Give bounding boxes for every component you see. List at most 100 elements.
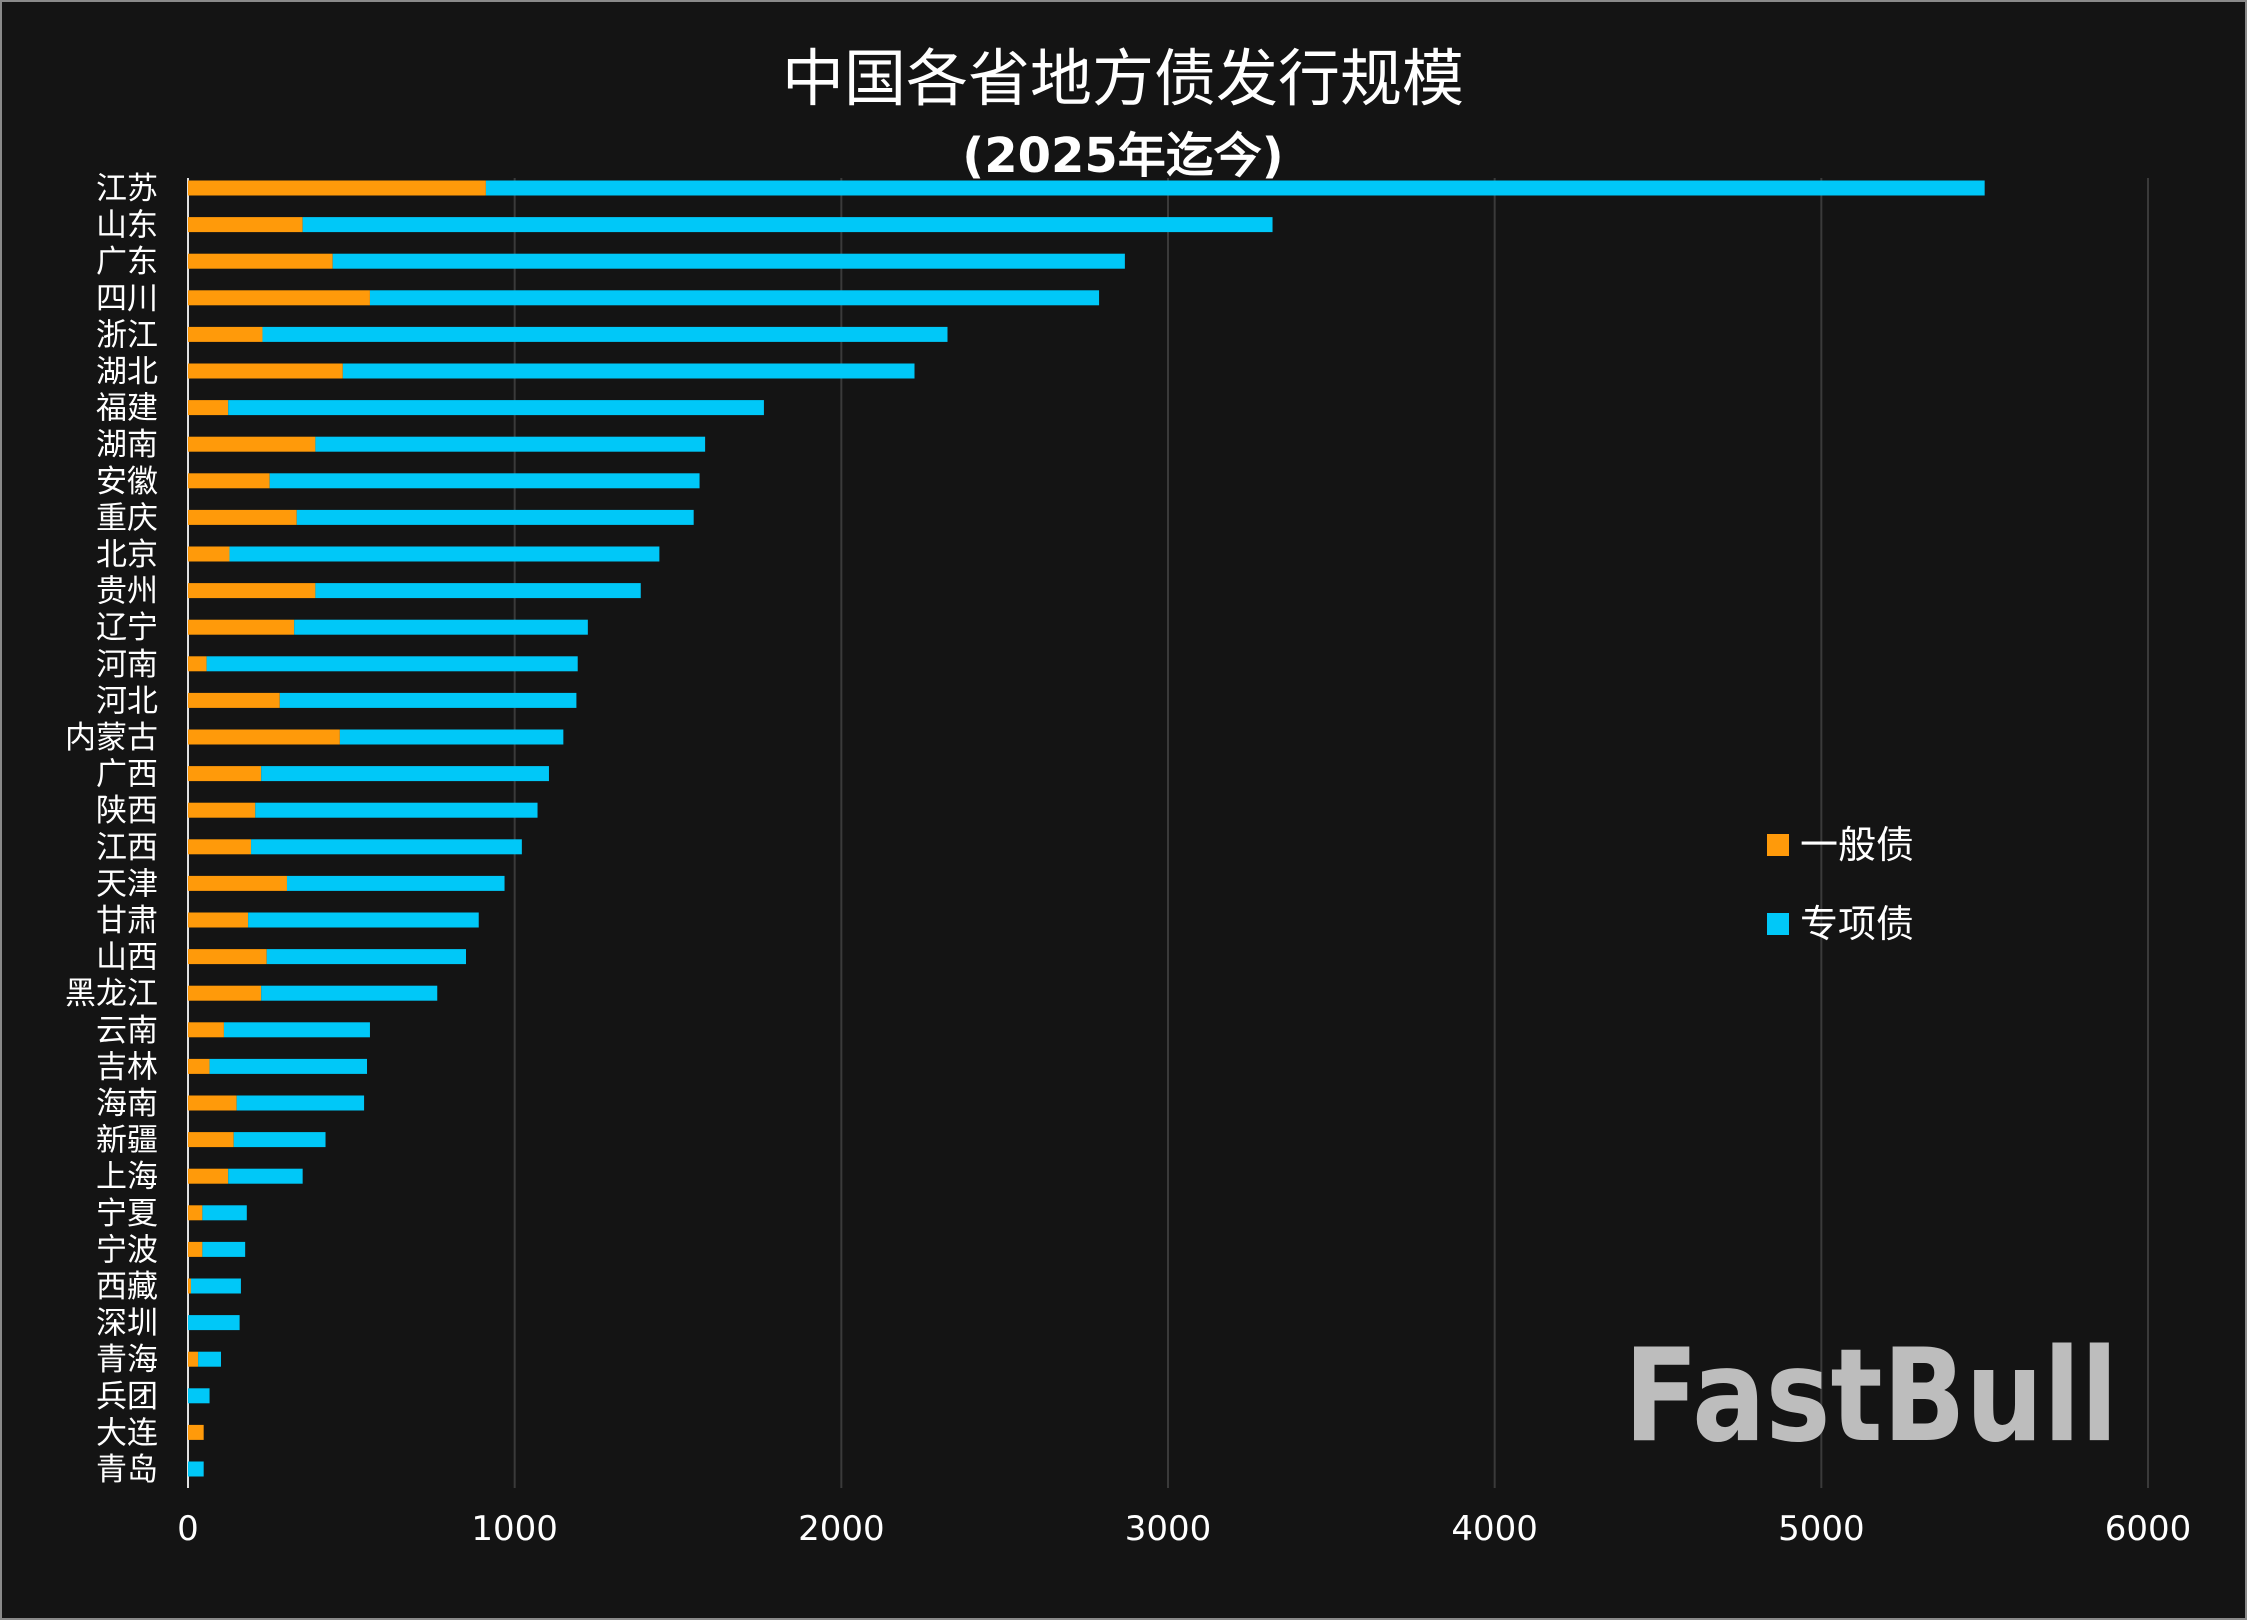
bar-special-21 bbox=[266, 949, 466, 965]
y-category-label: 上海 bbox=[96, 1159, 158, 1195]
bar-general-14 bbox=[188, 692, 280, 708]
y-category-label: 江西 bbox=[96, 830, 158, 866]
bar-general-1 bbox=[188, 217, 303, 233]
y-category-label: 西藏 bbox=[96, 1269, 158, 1305]
bar-general-24 bbox=[188, 1058, 210, 1074]
bar-special-7 bbox=[315, 436, 706, 452]
bar-special-26 bbox=[233, 1132, 326, 1148]
bar-special-0 bbox=[485, 180, 1985, 196]
bar-general-26 bbox=[188, 1132, 234, 1148]
bar-general-16 bbox=[188, 766, 262, 782]
bar-special-35 bbox=[188, 1461, 204, 1477]
y-category-label: 广东 bbox=[96, 244, 158, 280]
y-category-label: 北京 bbox=[96, 537, 158, 573]
y-category-label: 湖北 bbox=[96, 354, 158, 390]
bar-special-30 bbox=[190, 1278, 241, 1294]
y-category-label: 新疆 bbox=[96, 1123, 158, 1159]
y-category-label: 青海 bbox=[96, 1342, 158, 1378]
y-category-label: 黑龙江 bbox=[65, 976, 158, 1012]
bar-special-12 bbox=[294, 619, 588, 635]
bar-special-2 bbox=[332, 253, 1125, 269]
bar-special-6 bbox=[228, 400, 764, 416]
x-tick-label: 4000 bbox=[1451, 1509, 1538, 1549]
bar-special-28 bbox=[202, 1205, 247, 1221]
y-category-label: 浙江 bbox=[96, 317, 158, 353]
bar-general-2 bbox=[188, 253, 333, 269]
bar-general-12 bbox=[188, 619, 295, 635]
y-category-label: 安徽 bbox=[96, 464, 158, 500]
y-category-label: 大连 bbox=[96, 1415, 158, 1451]
bar-general-32 bbox=[188, 1351, 199, 1367]
y-category-label: 宁夏 bbox=[96, 1196, 158, 1232]
bar-general-3 bbox=[188, 290, 370, 306]
bar-special-20 bbox=[248, 912, 479, 928]
bar-general-30 bbox=[188, 1278, 191, 1294]
legend-swatch bbox=[1767, 834, 1789, 856]
y-category-label: 山西 bbox=[96, 940, 158, 976]
y-category-label: 海南 bbox=[96, 1086, 158, 1122]
bar-general-11 bbox=[188, 583, 316, 599]
y-category-label: 山东 bbox=[96, 208, 158, 244]
y-category-label: 湖南 bbox=[96, 427, 158, 463]
bar-general-5 bbox=[188, 363, 343, 379]
chart-title: 中国各省地方债发行规模 bbox=[782, 42, 1464, 115]
bar-general-9 bbox=[188, 509, 297, 525]
bar-general-34 bbox=[188, 1424, 204, 1440]
bar-general-15 bbox=[188, 729, 340, 745]
bar-general-27 bbox=[188, 1168, 229, 1184]
y-category-label: 兵团 bbox=[96, 1379, 158, 1415]
bar-special-18 bbox=[251, 839, 522, 855]
y-category-label: 吉林 bbox=[96, 1049, 158, 1085]
bar-general-4 bbox=[188, 326, 263, 342]
bar-special-31 bbox=[188, 1315, 240, 1331]
bar-general-17 bbox=[188, 802, 256, 818]
x-tick-label: 0 bbox=[177, 1509, 199, 1549]
bar-general-7 bbox=[188, 436, 316, 452]
chart-subtitle: (2025年迄今) bbox=[962, 128, 1283, 184]
legend-swatch bbox=[1767, 913, 1789, 935]
x-tick-label: 3000 bbox=[1125, 1509, 1212, 1549]
bar-general-21 bbox=[188, 949, 267, 965]
bar-general-6 bbox=[188, 400, 229, 416]
bar-special-11 bbox=[315, 583, 641, 599]
bar-general-18 bbox=[188, 839, 252, 855]
bar-special-29 bbox=[202, 1241, 246, 1257]
bar-special-23 bbox=[223, 1022, 370, 1038]
y-category-label: 广西 bbox=[96, 757, 158, 793]
bar-special-4 bbox=[262, 326, 948, 342]
y-category-label: 云南 bbox=[96, 1013, 158, 1049]
bar-general-29 bbox=[188, 1241, 203, 1257]
bar-general-20 bbox=[188, 912, 249, 928]
bar-special-9 bbox=[296, 509, 694, 525]
legend-label: 专项债 bbox=[1800, 902, 1914, 946]
bar-special-17 bbox=[255, 802, 538, 818]
bar-special-33 bbox=[188, 1388, 210, 1404]
bar-special-3 bbox=[369, 290, 1100, 306]
y-category-label: 四川 bbox=[96, 281, 158, 317]
bar-general-25 bbox=[188, 1095, 237, 1111]
bar-special-10 bbox=[229, 546, 660, 562]
bar-special-8 bbox=[269, 473, 700, 489]
bar-general-23 bbox=[188, 1022, 224, 1038]
x-tick-label: 2000 bbox=[798, 1509, 885, 1549]
y-category-label: 天津 bbox=[96, 866, 158, 902]
legend-label: 一般债 bbox=[1800, 823, 1914, 867]
bar-special-25 bbox=[236, 1095, 365, 1111]
y-category-label: 河北 bbox=[96, 683, 158, 719]
bar-special-24 bbox=[209, 1058, 368, 1074]
bar-special-22 bbox=[261, 985, 438, 1001]
y-category-label: 重庆 bbox=[96, 500, 158, 536]
bar-general-28 bbox=[188, 1205, 203, 1221]
bar-special-19 bbox=[286, 875, 505, 891]
bar-special-13 bbox=[206, 656, 578, 672]
bar-special-1 bbox=[302, 217, 1273, 233]
y-category-label: 青岛 bbox=[96, 1452, 158, 1488]
bar-general-10 bbox=[188, 546, 230, 562]
bar-special-5 bbox=[342, 363, 915, 379]
fastbull-watermark: FastBull bbox=[1624, 1322, 2118, 1471]
y-category-label: 河南 bbox=[96, 647, 158, 683]
bar-general-19 bbox=[188, 875, 287, 891]
bar-special-14 bbox=[279, 692, 577, 708]
y-category-label: 深圳 bbox=[96, 1306, 158, 1342]
